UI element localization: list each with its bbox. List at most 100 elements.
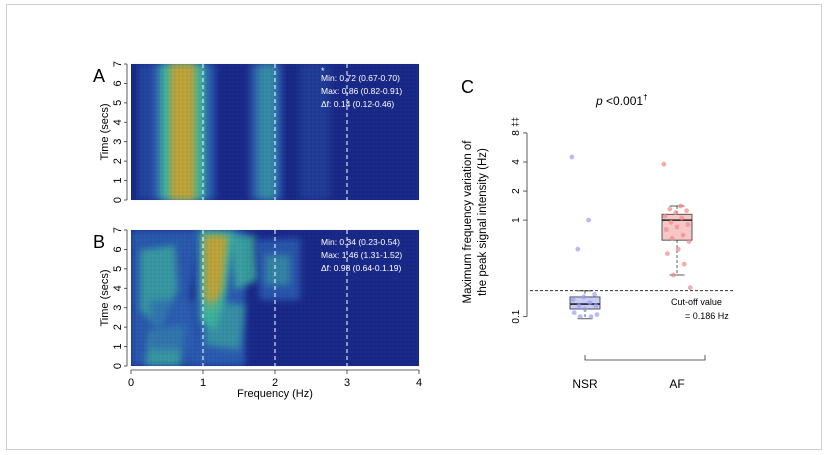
y-tick-label-c: 2 xyxy=(511,188,522,194)
data-point xyxy=(575,246,581,252)
y-tick-label: 7 xyxy=(112,61,124,67)
panel-label-b: B xyxy=(93,232,105,252)
y-tick-label-c: 4 xyxy=(511,159,522,165)
heat-blob xyxy=(230,235,258,290)
data-point xyxy=(661,161,667,167)
data-point xyxy=(669,235,675,241)
boxplot-panel-c: C p <0.001† Maximum frequency variation … xyxy=(461,77,734,391)
heatmap-intensity-a xyxy=(138,64,330,200)
data-point xyxy=(675,246,681,252)
x-tick-label: 1 xyxy=(200,377,206,389)
y-tick-label: 7 xyxy=(112,227,124,233)
y-tick-label: 6 xyxy=(112,80,124,86)
panel-label-a: A xyxy=(93,66,105,86)
y-tick-label: 5 xyxy=(112,100,124,106)
heatmap-panel-a: A Time (secs) 0 1 2 3 4 5 6 7 * Min: 0.72 (0.67… xyxy=(93,61,420,203)
data-point xyxy=(576,303,582,309)
x-tick-label: 0 xyxy=(128,377,134,389)
x-axis-label-b: Frequency (Hz) xyxy=(237,388,313,400)
y-tick-label: 1 xyxy=(112,178,124,184)
data-point xyxy=(571,310,577,316)
data-point xyxy=(582,306,588,312)
box-groups xyxy=(569,154,693,320)
data-point xyxy=(662,213,668,219)
cutoff-label-line1: Cut-off value xyxy=(671,297,722,307)
y-tick-label-c: 0.1 xyxy=(511,309,522,323)
y-tick-label: 1 xyxy=(112,344,124,350)
pvalue-dagger: † xyxy=(643,93,647,102)
y-axis-label-line2: the peak signal intensity (Hz) xyxy=(477,148,489,296)
category-label-af: AF xyxy=(669,377,684,391)
data-point xyxy=(679,215,685,221)
annotation-a-min: Min: 0.72 (0.67-0.70) xyxy=(321,73,400,83)
data-point xyxy=(671,272,676,278)
heatmap-intensity-b xyxy=(131,230,300,366)
data-point xyxy=(570,297,576,303)
data-point xyxy=(668,219,674,225)
data-point xyxy=(592,291,597,297)
data-point xyxy=(663,227,669,232)
y-tick-label: 4 xyxy=(112,285,124,291)
box-nsr xyxy=(569,154,601,320)
x-ticks-b: 0 1 2 3 4 xyxy=(128,369,422,389)
data-point xyxy=(687,285,693,290)
data-point xyxy=(587,300,593,305)
box-iqr xyxy=(661,213,693,241)
heat-blob xyxy=(265,255,290,285)
heat-blob xyxy=(170,64,195,200)
y-tick-label: 0 xyxy=(112,363,124,369)
vertical-lines-b xyxy=(202,230,348,366)
y-ticks-b: 0 1 2 3 4 5 6 7 xyxy=(112,227,128,369)
heat-blob xyxy=(205,300,245,350)
heat-blob xyxy=(300,64,330,200)
y-tick-label-c: 1 xyxy=(511,217,522,223)
y-axis-label-line1: Maximum frequency variation of xyxy=(462,140,474,304)
data-point xyxy=(686,239,692,244)
y-axis-label-b: Time (secs) xyxy=(99,269,111,326)
data-point xyxy=(586,217,591,223)
y-tick-label: 2 xyxy=(112,158,124,164)
data-point xyxy=(667,206,673,212)
data-point xyxy=(665,251,670,256)
data-point xyxy=(594,312,600,317)
cutoff-label-line2: = 0.186 Hz xyxy=(685,311,729,321)
y-ticks-a: 0 1 2 3 4 5 6 7 xyxy=(112,61,128,203)
annotation-b-df: Δf: 0.98 (0.64-0.1.19) xyxy=(321,263,402,273)
y-axis-top-mark: ‡‡ xyxy=(510,117,520,127)
y-tick-label: 0 xyxy=(112,197,124,203)
x-tick-label: 4 xyxy=(416,377,422,389)
heat-blob xyxy=(258,64,276,200)
category-labels: NSR AF xyxy=(572,377,684,391)
annotation-b-max: Max: 1.46 (1.31-1.52) xyxy=(321,250,402,260)
data-point xyxy=(569,154,575,160)
data-point xyxy=(678,203,683,209)
category-label-nsr: NSR xyxy=(572,377,598,391)
heatmap-panel-b: B Time (secs) 0 1 2 3 4 5 6 7 0 1 2 3 4 Frequency (… xyxy=(93,227,422,400)
y-tick-label: 2 xyxy=(112,324,124,330)
heat-blob xyxy=(204,235,228,312)
vertical-lines-a xyxy=(202,64,348,200)
heat-blob xyxy=(150,300,200,350)
annotation-a-df: Δf: 0.14 (0.12-0.46) xyxy=(321,99,394,109)
category-bracket xyxy=(584,355,706,361)
y-tick-label: 3 xyxy=(112,139,124,145)
data-point xyxy=(673,210,679,215)
data-point xyxy=(685,222,691,227)
y-tick-label: 3 xyxy=(112,305,124,311)
heat-blob xyxy=(138,64,150,200)
box-af xyxy=(661,161,693,290)
annotation-a-star: * xyxy=(321,66,325,76)
y-tick-label: 6 xyxy=(112,246,124,252)
y-tick-label-c: 8 xyxy=(511,130,522,136)
pvalue-text: <0.001 xyxy=(603,94,644,108)
data-point xyxy=(684,208,689,214)
annotation-b-min: Min: 0.34 (0.23-0.54) xyxy=(321,237,400,247)
data-point xyxy=(593,303,599,309)
data-point xyxy=(577,314,583,320)
data-point xyxy=(581,294,587,300)
x-tick-label: 2 xyxy=(272,377,278,389)
data-point xyxy=(674,224,680,230)
pvalue-title: p <0.001† xyxy=(595,93,648,108)
data-point xyxy=(680,232,686,238)
